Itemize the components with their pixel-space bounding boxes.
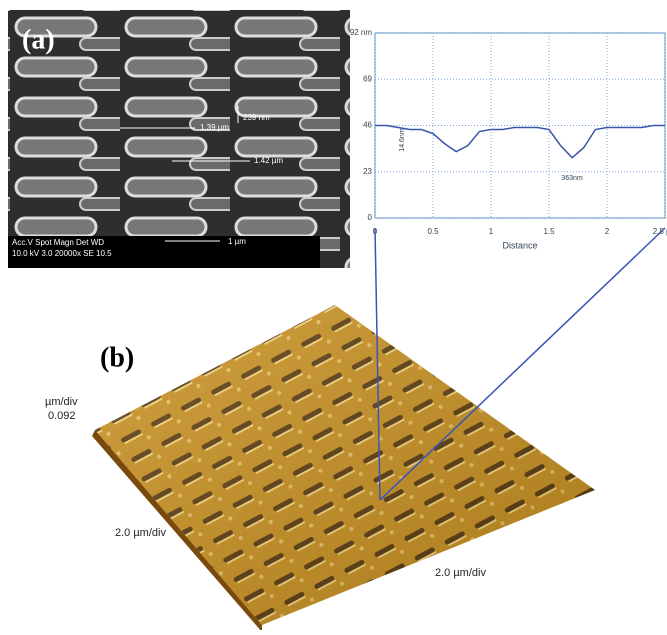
y-tick-label: 46 — [363, 121, 372, 130]
x-tick-label: 2 — [605, 227, 610, 236]
x-axis-label: 2.0 µm/div — [435, 567, 486, 579]
panel-label: (b) — [100, 342, 134, 373]
annotation: 14.6nm — [399, 128, 406, 152]
y-tick-label: 69 — [363, 74, 372, 83]
sem-image: (a) 239 nm 1.39 µm 1.42 µm Acc.V Spot Ma… — [8, 10, 350, 268]
figure: (a) 239 nm 1.39 µm 1.42 µm Acc.V Spot Ma… — [0, 0, 667, 630]
measurement: 1.39 µm — [200, 123, 229, 132]
x-axis-label: Distance — [502, 240, 537, 250]
y-tick-label: 0 — [368, 213, 373, 222]
sem-info: 10.0 kV 3.0 20000x SE 10.5 — [12, 249, 112, 258]
x-tick-label: 0 — [373, 227, 378, 236]
page: (a) 239 nm 1.39 µm 1.42 µm Acc.V Spot Ma… — [0, 0, 667, 630]
x-tick-label: 1.5 — [543, 227, 555, 236]
annotation: 363nm — [561, 175, 583, 182]
y-tick-label: 92 nm — [350, 28, 373, 37]
scale-bar-label: 1 µm — [228, 237, 246, 246]
z-value: 0.092 — [48, 410, 76, 422]
afm-image: (b) µm/div 0.092 2.0 µm/div 2.0 µm/div — [45, 228, 665, 630]
y-tick-label: 23 — [363, 167, 372, 176]
z-unit: µm/div — [45, 396, 78, 408]
x-tick-label: 2.5 µm — [653, 227, 667, 236]
x-tick-label: 0.5 — [427, 227, 439, 236]
y-axis-label: 2.0 µm/div — [115, 527, 166, 539]
measurement: 239 nm — [243, 113, 270, 122]
sem-info: Acc.V Spot Magn Det WD — [12, 238, 104, 247]
profile-line — [375, 126, 665, 158]
measurement: 1.42 µm — [254, 156, 283, 165]
x-tick-label: 1 — [489, 227, 494, 236]
panel-label: (a) — [22, 24, 55, 55]
